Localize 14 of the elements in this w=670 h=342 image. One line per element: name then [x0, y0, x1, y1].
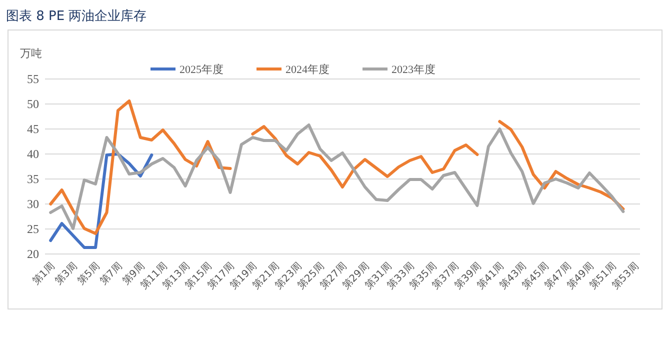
- y-tick-label: 50: [27, 97, 39, 111]
- legend-label: 2025年度: [180, 63, 224, 76]
- y-tick-label: 30: [27, 197, 39, 211]
- y-axis-title: 万吨: [20, 47, 42, 60]
- legend-label: 2023年度: [392, 63, 436, 76]
- y-tick-label: 55: [27, 72, 39, 86]
- y-tick-label: 40: [27, 147, 39, 161]
- y-tick-label: 45: [27, 122, 39, 136]
- chart-title: 图表 8 PE 两油企业库存: [6, 9, 147, 24]
- line-series: [49, 124, 625, 230]
- legend-label: 2024年度: [286, 63, 330, 76]
- y-tick-label: 35: [27, 172, 39, 186]
- y-tick-label: 25: [27, 222, 39, 236]
- y-tick-label: 20: [27, 247, 39, 261]
